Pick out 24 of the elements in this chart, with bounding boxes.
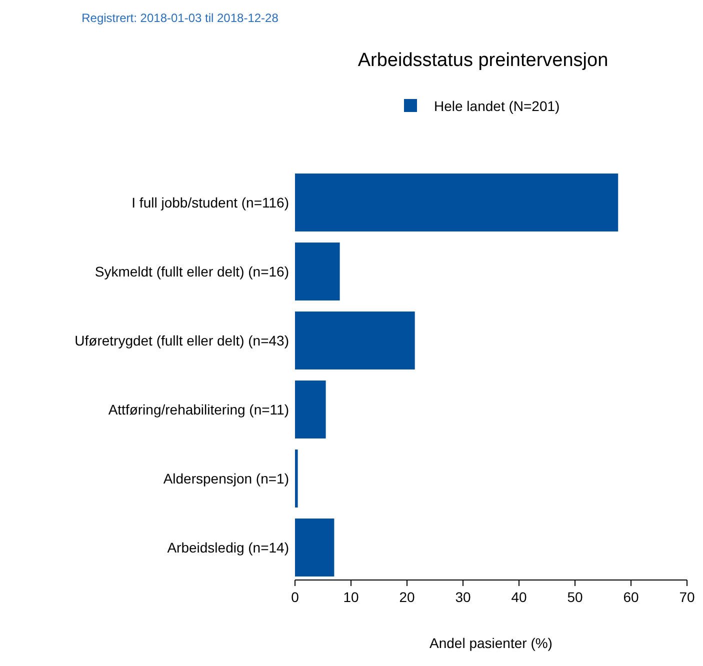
x-axis-title: Andel pasienter (%)	[430, 635, 552, 651]
legend-label: Hele landet (N=201)	[434, 98, 560, 114]
x-tick-label: 10	[343, 589, 359, 605]
y-tick-label: Uføretrygdet (fullt eller delt) (n=43)	[74, 332, 289, 348]
x-tick-label: 50	[567, 589, 583, 605]
chart-title: Arbeidsstatus preintervensjon	[358, 50, 608, 71]
y-tick-label: Alderspensjon (n=1)	[163, 470, 289, 486]
bar	[295, 450, 298, 508]
x-tick-label: 30	[455, 589, 471, 605]
y-tick-label: I full jobb/student (n=116)	[132, 194, 289, 210]
bar	[295, 242, 340, 300]
x-tick-label: 20	[399, 589, 415, 605]
bar	[295, 174, 618, 232]
y-tick-label: Arbeidsledig (n=14)	[167, 539, 289, 556]
bar	[295, 518, 334, 576]
y-tick-label: Sykmeldt (fullt eller delt) (n=16)	[94, 263, 289, 280]
x-tick-label: 0	[291, 589, 300, 605]
x-tick-label: 60	[623, 589, 639, 605]
bar	[295, 380, 326, 438]
x-tick-label: 70	[679, 589, 695, 605]
x-tick-label: 40	[511, 589, 527, 605]
y-tick-label: Attføring/rehabilitering (n=11)	[108, 401, 289, 418]
text: Registrert: 2018-01-03 til 2018-12-28	[82, 11, 279, 25]
bar	[295, 312, 415, 370]
